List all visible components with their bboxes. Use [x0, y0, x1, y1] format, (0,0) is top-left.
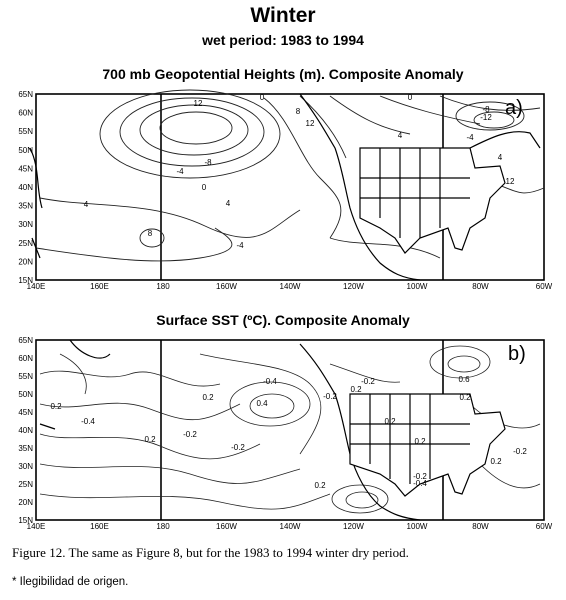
- lon-label: 80W: [472, 522, 489, 531]
- lon-label: 160E: [90, 522, 109, 531]
- contour-label: -0.2: [183, 430, 197, 439]
- lon-label: 80W: [472, 282, 489, 291]
- sst-anomaly-map: 65N 60N 55N 50N 45N 40N 35N 30N 25N 20N 15N 140E 16…: [18, 336, 553, 531]
- contour-label: 0: [202, 183, 207, 192]
- lat-label: 20N: [18, 257, 33, 266]
- lat-label: 50N: [18, 390, 33, 399]
- lon-axis: 140E 160E 180 160W 140W 120W 100W 80W 60W: [27, 522, 553, 531]
- lat-label: 15N: [18, 276, 33, 285]
- lon-label: 120W: [343, 522, 364, 531]
- lat-label: 35N: [18, 202, 33, 211]
- lat-label: 25N: [18, 480, 33, 489]
- contour-label: 0.4: [256, 399, 268, 408]
- contour-label: -0.2: [513, 447, 527, 456]
- contour-label: 0.2: [202, 393, 214, 402]
- contour-label: 0: [260, 93, 265, 102]
- contour-label: 0.6: [458, 375, 470, 384]
- lat-label: 60N: [18, 109, 33, 118]
- lat-axis: 65N 60N 55N 50N 45N 40N 35N 30N 25N 20N 15N: [18, 336, 33, 525]
- contour-label: -0.2: [323, 392, 337, 401]
- contour-label: 0.2: [459, 393, 471, 402]
- contour-label: -4: [176, 167, 184, 176]
- contour-label: 12: [306, 119, 315, 128]
- lat-label: 30N: [18, 220, 33, 229]
- continent-outline: [29, 93, 541, 281]
- contour-label: 0.2: [350, 385, 362, 394]
- contour-label: -8: [482, 105, 490, 114]
- continent-outline: [39, 339, 506, 521]
- panel-a-title: 700 mb Geopotential Heights (m). Composi…: [102, 66, 464, 82]
- panel-b-label: b): [508, 343, 526, 365]
- lat-label: 50N: [18, 146, 33, 155]
- contour-label: 0.2: [314, 481, 326, 490]
- contour-label: -4: [466, 133, 474, 142]
- lat-label: 60N: [18, 354, 33, 363]
- lat-label: 65N: [18, 90, 33, 99]
- contour-label: 0.2: [384, 417, 396, 426]
- lon-label: 140W: [280, 522, 301, 531]
- lon-label: 160E: [90, 282, 109, 291]
- lon-label: 140W: [280, 282, 301, 291]
- lat-label: 55N: [18, 127, 33, 136]
- lat-label: 55N: [18, 372, 33, 381]
- lon-label: 160W: [216, 522, 237, 531]
- lon-label: 180: [156, 282, 170, 291]
- contour-lines: [39, 345, 541, 514]
- contour-label: -12: [480, 113, 492, 122]
- contour-label: -0.4: [263, 377, 277, 386]
- lon-label: 60W: [536, 282, 553, 291]
- contour-label: -4: [236, 241, 244, 250]
- lon-axis: 140E 160E 180 160W 140W 120W 100W 80W 60W: [27, 282, 553, 291]
- lat-label: 40N: [18, 426, 33, 435]
- contour-label: -0.4: [413, 479, 427, 488]
- contour-label: 8: [148, 229, 153, 238]
- contour-label: 0.2: [490, 457, 502, 466]
- lat-axis: 65N 60N 55N 50N 45N 40N 35N 30N 25N 20N 15N: [18, 90, 33, 285]
- lon-label: 160W: [216, 282, 237, 291]
- contour-label: 8: [296, 107, 301, 116]
- lat-label: 65N: [18, 336, 33, 345]
- lon-label: 100W: [407, 522, 428, 531]
- lat-label: 35N: [18, 444, 33, 453]
- panel-b-title: Surface SST (ºC). Composite Anomaly: [156, 312, 410, 328]
- contour-label: 4: [398, 131, 403, 140]
- contour-label: 0.2: [144, 435, 156, 444]
- panel-a-label: a): [505, 97, 523, 119]
- lon-label: 60W: [536, 522, 553, 531]
- figure-title: Winter: [250, 4, 316, 27]
- footnote: * Ilegibilidad de origen.: [12, 576, 129, 588]
- contour-label: -8: [204, 158, 212, 167]
- lat-label: 45N: [18, 408, 33, 417]
- contour-label: 0.2: [414, 437, 426, 446]
- lon-label: 140E: [27, 522, 46, 531]
- lat-label: 45N: [18, 164, 33, 173]
- contour-label: -0.2: [413, 472, 427, 481]
- figure-subtitle: wet period: 1983 to 1994: [202, 32, 364, 48]
- lon-label: 120W: [343, 282, 364, 291]
- contour-label: -0.2: [231, 443, 245, 452]
- contour-label: 4: [498, 153, 503, 162]
- contour-label: -0.4: [81, 417, 95, 426]
- contour-label: 0.2: [50, 402, 62, 411]
- contour-labels: -0.40.2-0.20.40.2-0.40.2-0.20.20.60.20.2…: [50, 375, 527, 490]
- figure-caption: Figure 12. The same as Figure 8, but for…: [12, 545, 409, 560]
- contour-label: 4: [84, 200, 89, 209]
- contour-label: -0.2: [361, 377, 375, 386]
- lat-label: 40N: [18, 183, 33, 192]
- lat-label: 30N: [18, 462, 33, 471]
- lat-label: 15N: [18, 516, 33, 525]
- geopotential-height-map: 65N 60N 55N 50N 45N 40N 35N 30N 25N 20N 15N 140E 16…: [18, 89, 553, 291]
- lat-label: 20N: [18, 498, 33, 507]
- contour-label: 12: [194, 99, 203, 108]
- lon-label: 180: [156, 522, 170, 531]
- lon-label: 140E: [27, 282, 46, 291]
- lat-label: 25N: [18, 239, 33, 248]
- lon-label: 100W: [407, 282, 428, 291]
- contour-label: 12: [506, 177, 515, 186]
- contour-label: 0: [408, 93, 413, 102]
- contour-label: 4: [226, 199, 231, 208]
